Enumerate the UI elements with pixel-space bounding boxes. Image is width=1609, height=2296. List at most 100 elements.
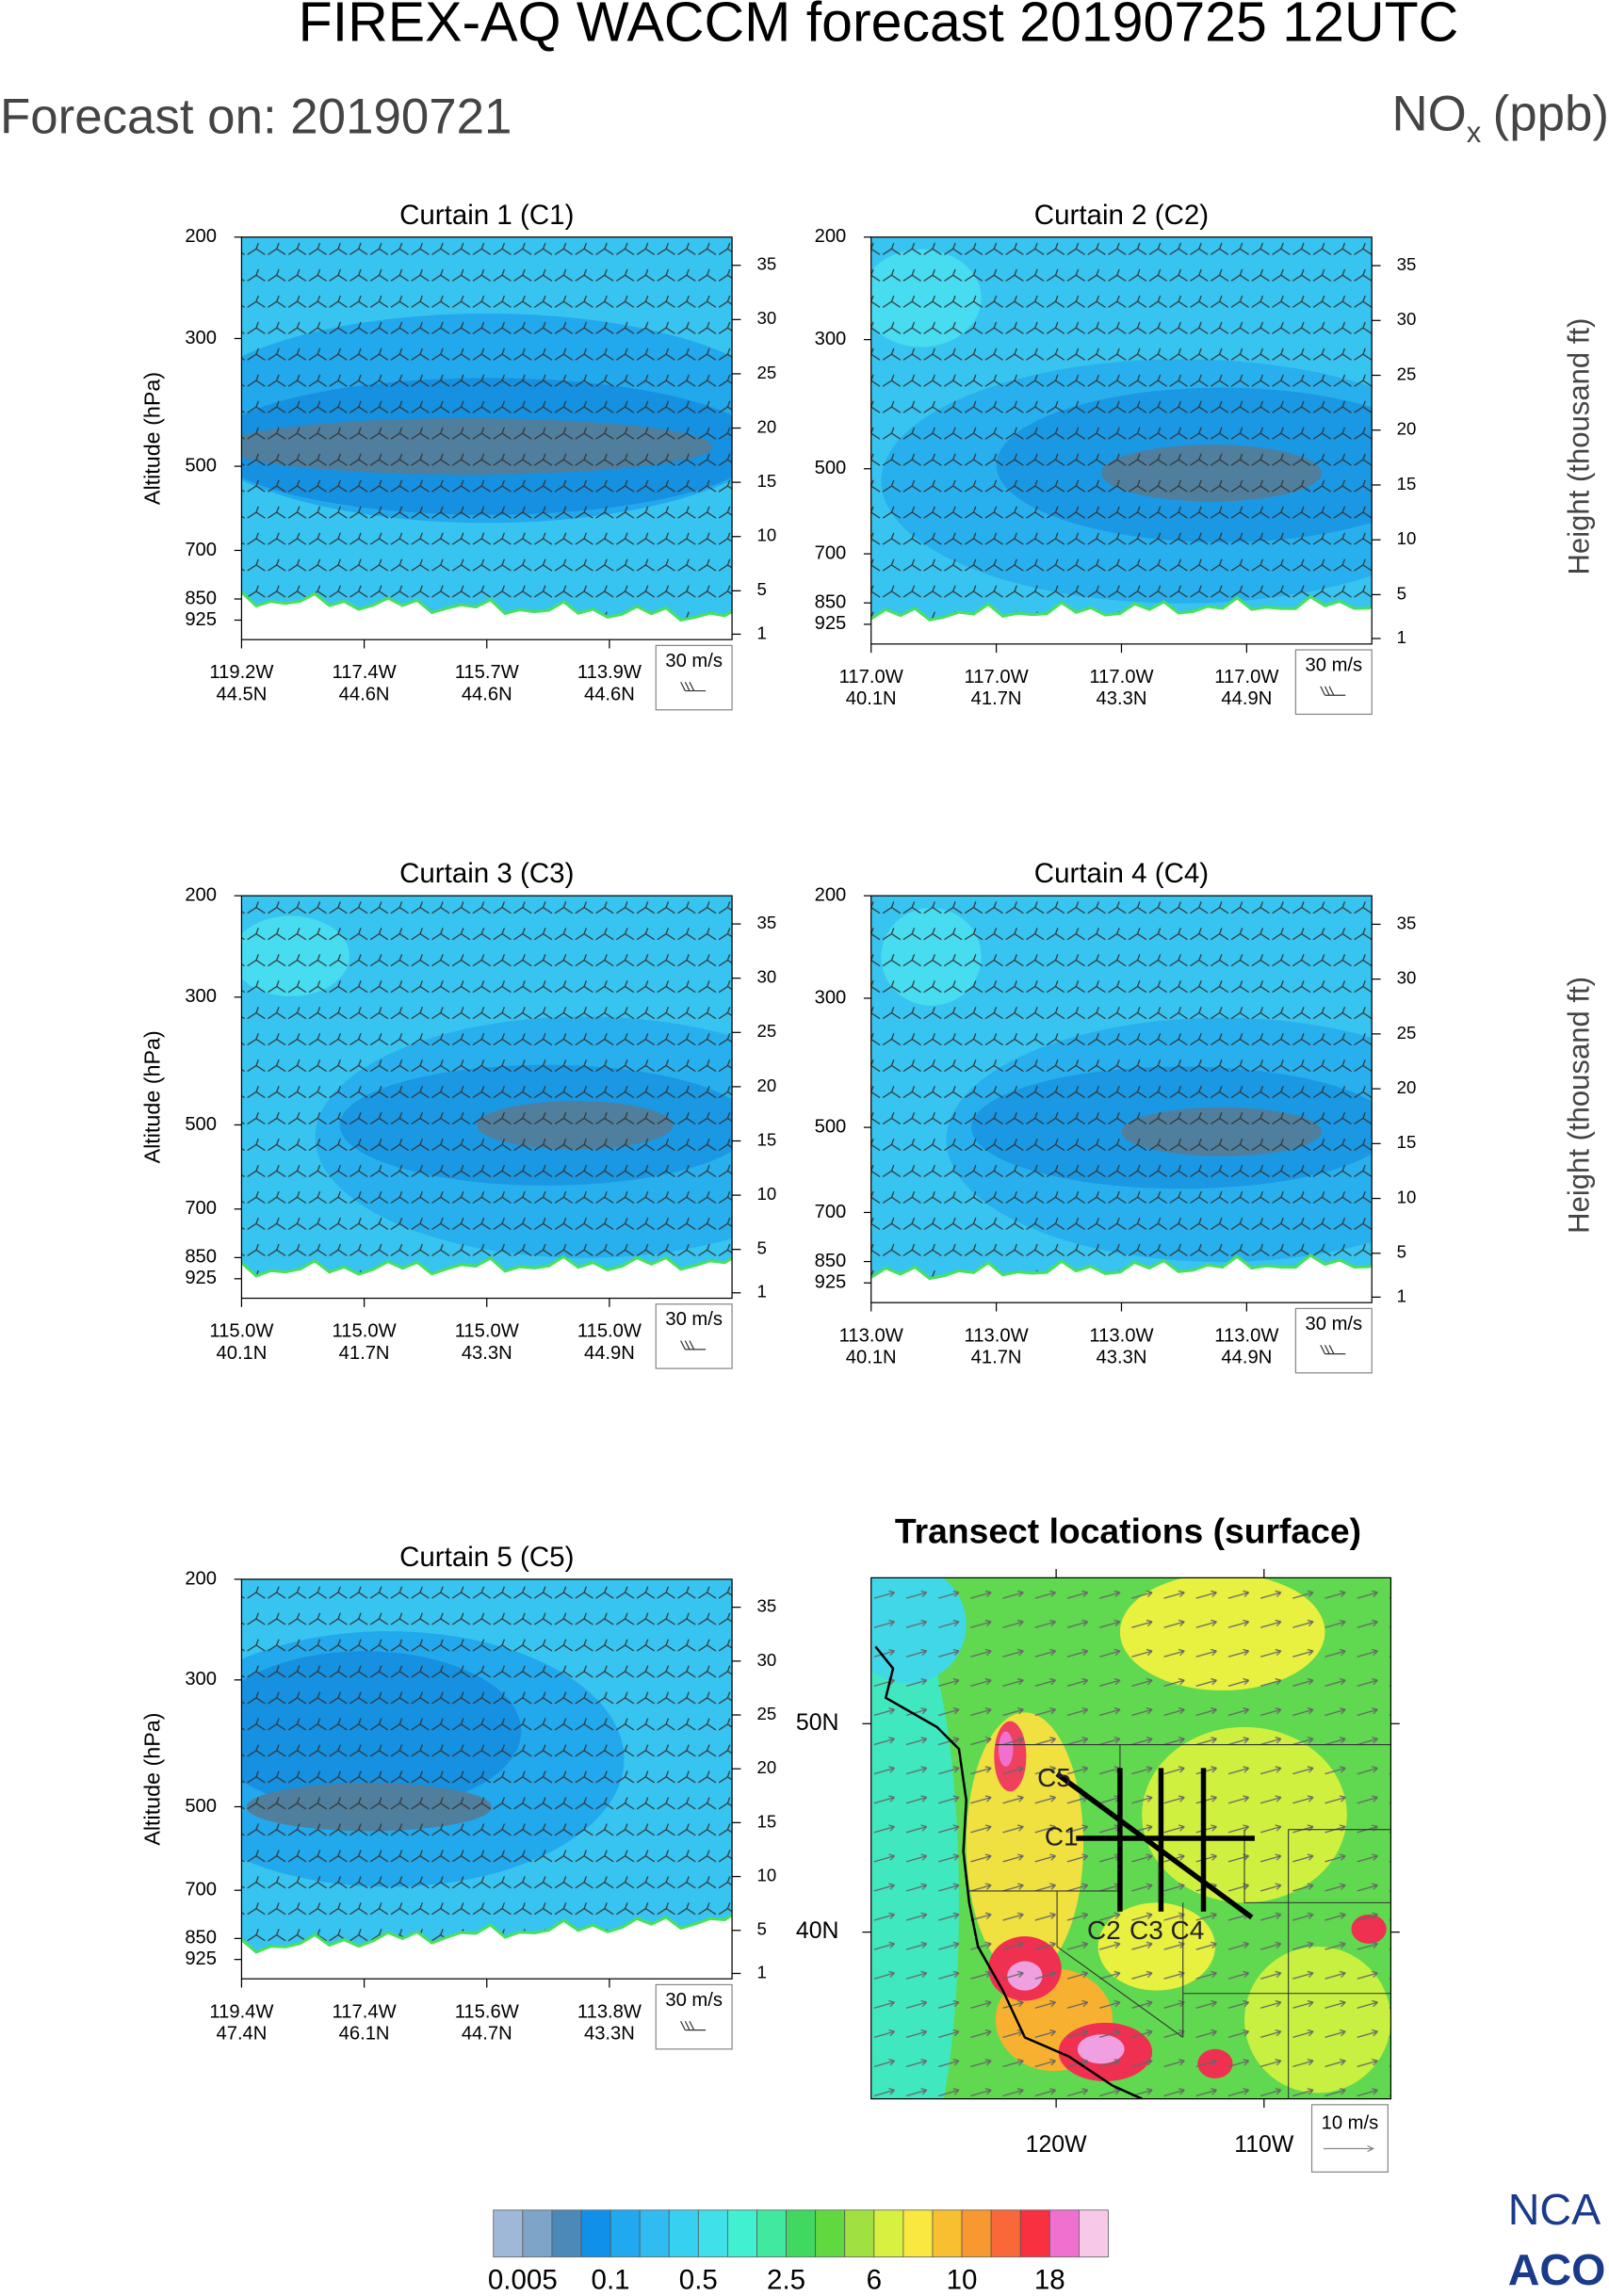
y-tick-label: 925 [815, 1272, 847, 1293]
terrain [870, 596, 1373, 644]
y2-tick-label: 35 [756, 913, 776, 932]
y2-tick-label: 1 [756, 1282, 766, 1302]
x-tick-label: 117.0W [839, 667, 903, 687]
x-tick-label: 40.1N [846, 688, 897, 709]
y2-tick-label: 20 [756, 1757, 776, 1777]
wind-key-label: 30 m/s [665, 1309, 723, 1330]
y-tick-label: 200 [815, 226, 847, 247]
y2-tick-label: 30 [1397, 968, 1417, 988]
y2-tick-label: 30 [756, 967, 776, 987]
y-tick-label: 500 [815, 458, 847, 478]
y-tick-label: 300 [815, 329, 847, 349]
y-tick-label: 850 [815, 1251, 847, 1271]
panel-title: Curtain 3 (C3) [399, 858, 574, 889]
x-tick-label: 44.9N [1221, 688, 1272, 709]
colorbar-box [668, 2209, 699, 2257]
colorbar-box [727, 2209, 757, 2257]
wind-barbs [870, 896, 1373, 1303]
y-tick-label: 200 [185, 1568, 217, 1589]
x-tick-label: 41.7N [339, 1343, 390, 1364]
colorbar-box [932, 2209, 963, 2257]
y2-tick-label: 30 [756, 308, 776, 328]
x-tick-label: 46.1N [339, 2024, 390, 2045]
y-tick-label: 200 [815, 884, 847, 905]
x-tick-label: 41.7N [971, 1348, 1022, 1368]
x-tick-label: 44.6N [462, 685, 512, 705]
terrain-edge [241, 1254, 733, 1278]
x-tick-label: 115.7W [455, 662, 519, 683]
x-tick-label: 113.0W [1089, 1325, 1153, 1346]
colorbar-box [1048, 2209, 1080, 2257]
wind-barbs [241, 896, 733, 1299]
y-tick-label: 700 [185, 1198, 217, 1219]
y2-tick-label: 25 [756, 1704, 776, 1723]
x-tick-label: 113.0W [1214, 1325, 1278, 1346]
y-tick-label: 500 [185, 1114, 217, 1135]
y2-tick-label: 25 [1397, 364, 1417, 383]
wind-barbs [870, 236, 1373, 644]
y2-tick-label: 35 [1397, 913, 1417, 932]
x-tick-label: 44.9N [584, 1343, 635, 1364]
title: FIREX-AQ WACCM forecast 20190725 12UTC [299, 0, 1459, 54]
colorbar-box [697, 2209, 728, 2257]
forecast-date: Forecast on: 20190721 [0, 89, 512, 144]
terrain-edge [870, 1253, 1373, 1281]
colorbar-label: 18 [1034, 2265, 1065, 2296]
y2-tick-label: 5 [1397, 1242, 1406, 1262]
colorbar-label: 0.1 [592, 2265, 630, 2296]
x-tick-label: 43.3N [1097, 1348, 1147, 1368]
x-tick-label: 40.1N [216, 1343, 267, 1364]
x-tick-label: 113.0W [965, 1325, 1029, 1346]
species-label: NOx (ppb) [1391, 86, 1609, 149]
x-tick-label: 44.5N [216, 685, 267, 705]
y2-tick-label: 35 [756, 254, 776, 274]
panel-title: Curtain 4 (C4) [1034, 858, 1209, 889]
y2-tick-label: 20 [756, 1075, 776, 1095]
map-field [870, 1577, 1391, 2099]
y-tick-label: 300 [185, 1669, 217, 1690]
wind-key-label: 30 m/s [665, 1990, 723, 2011]
y2-tick-label: 5 [756, 1238, 766, 1258]
colorbar-box [580, 2209, 611, 2257]
y-axis-label: Altitude (hPa) [139, 372, 164, 505]
colorbar-label: 10 [947, 2265, 978, 2296]
y2-tick-label: 30 [756, 1650, 776, 1670]
coastline [874, 1645, 1143, 2099]
colorbar-box [786, 2209, 817, 2257]
y-tick-label: 50N [796, 1709, 839, 1736]
y2-tick-label: 15 [756, 1811, 776, 1831]
y-tick-label: 300 [185, 328, 217, 348]
wind-key-box [655, 1983, 733, 2050]
colorbar-box [873, 2209, 904, 2257]
x-tick-label: 119.2W [209, 662, 273, 683]
colorbar-box [639, 2209, 670, 2257]
colorbar-box [961, 2209, 992, 2257]
terrain [241, 591, 733, 640]
y2-tick-label: 1 [756, 623, 766, 642]
x-tick-label: 117.0W [1089, 667, 1153, 687]
y-tick-label: 300 [815, 987, 847, 1008]
x-tick-label: 113.0W [839, 1325, 903, 1346]
y2-tick-label: 10 [756, 1865, 776, 1884]
y2-tick-label: 25 [756, 1021, 776, 1041]
colorbar-box [990, 2209, 1021, 2257]
y-tick-label: 850 [185, 588, 217, 608]
wind-key-barb [1320, 1344, 1346, 1355]
terrain [241, 1915, 733, 1980]
panel-title: Curtain 1 (C1) [399, 200, 574, 231]
y-tick-label: 850 [815, 592, 847, 613]
x-tick-label: 47.4N [216, 2024, 267, 2045]
x-tick-label: 41.7N [971, 688, 1022, 709]
y-tick-label: 850 [185, 1247, 217, 1268]
map-frame [870, 1576, 1392, 2100]
x-tick-label: 43.3N [462, 1343, 512, 1364]
y2-tick-label: 5 [1397, 583, 1406, 603]
transect-label: C4 [1171, 1916, 1205, 1945]
y2-tick-label: 10 [1397, 528, 1417, 548]
wind-barbs [241, 236, 733, 640]
y-tick-label: 500 [185, 455, 217, 476]
wind-key-box [655, 644, 733, 711]
x-tick-label: 113.8W [577, 2001, 642, 2022]
y2-tick-label: 20 [1397, 1077, 1417, 1097]
